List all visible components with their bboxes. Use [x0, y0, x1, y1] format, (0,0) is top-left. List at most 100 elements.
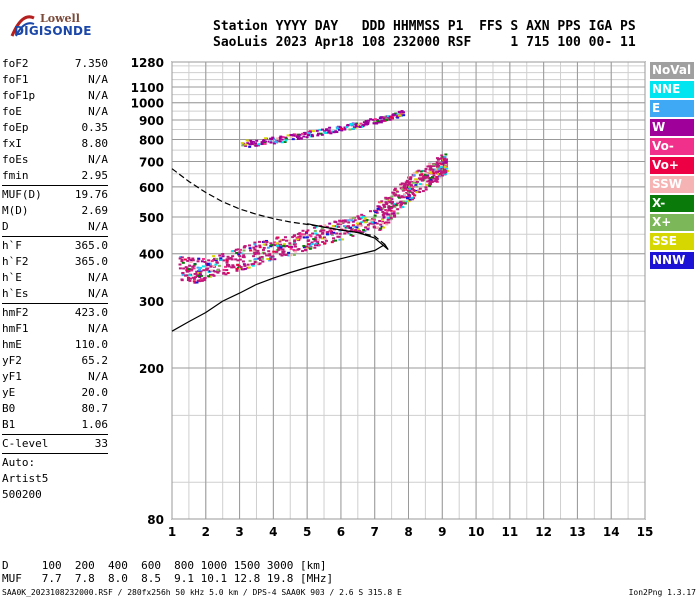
- echo-point: [392, 210, 396, 213]
- echo-point: [338, 232, 342, 235]
- echo-point: [322, 229, 326, 232]
- echo-point: [380, 221, 384, 224]
- echo-point: [360, 221, 364, 224]
- clevel-value: 33: [94, 437, 108, 450]
- echo-point: [194, 276, 198, 279]
- echo-point: [246, 142, 250, 145]
- echo-point: [316, 242, 320, 245]
- echo-point: [280, 141, 284, 144]
- echo-point: [200, 260, 204, 263]
- echo-point: [396, 208, 400, 211]
- header-line1: Station YYYY DAY DDD HHMMSS P1 FFS S AXN…: [213, 19, 636, 34]
- echo-point: [412, 174, 416, 177]
- echo-point: [212, 265, 216, 268]
- lowell-logo-mark-icon: [10, 15, 35, 37]
- y-tick-label: 700: [139, 155, 164, 169]
- echo-point: [225, 264, 229, 267]
- echo-point: [341, 219, 345, 222]
- echo-point: [283, 236, 287, 239]
- echo-point: [180, 260, 184, 263]
- echo-point: [213, 270, 217, 273]
- echo-point: [362, 229, 366, 232]
- echo-point: [366, 121, 370, 124]
- echo-point: [181, 271, 185, 274]
- echo-point: [296, 133, 300, 136]
- echo-point: [222, 268, 226, 271]
- echo-point: [390, 202, 394, 205]
- echo-point: [384, 198, 388, 201]
- echo-point: [339, 220, 343, 223]
- echo-point: [414, 184, 418, 187]
- echo-point: [274, 140, 278, 143]
- echo-point: [307, 239, 311, 242]
- echo-point: [366, 228, 370, 231]
- echo-point: [293, 240, 297, 243]
- echo-point: [281, 248, 285, 251]
- y-tick-label: 300: [139, 295, 164, 309]
- echo-point: [415, 191, 419, 194]
- echo-point: [373, 209, 377, 212]
- echo-point: [208, 262, 212, 265]
- echo-point: [378, 219, 382, 222]
- echo-point: [312, 226, 316, 229]
- echo-point: [334, 239, 338, 242]
- echo-point: [439, 166, 443, 169]
- echo-point: [350, 219, 354, 222]
- echo-point: [343, 232, 347, 235]
- x-tick-label: 4: [269, 525, 277, 539]
- echo-point: [445, 167, 449, 170]
- echo-point: [195, 270, 199, 273]
- echo-point: [427, 162, 431, 165]
- echo-point: [389, 196, 393, 199]
- echo-point: [203, 279, 207, 282]
- param-label: h`F2: [2, 255, 29, 268]
- file-info-footer: SAA0K_2023108232000.RSF / 280fx256h 50 k…: [2, 588, 402, 597]
- echo-point: [255, 251, 259, 254]
- echo-point: [236, 248, 240, 251]
- param-divider: [2, 434, 108, 435]
- echo-point: [234, 248, 238, 251]
- clevel-row: C-level 33: [2, 436, 108, 452]
- echo-point: [344, 226, 348, 229]
- param-label: yF1: [2, 370, 22, 383]
- echo-point: [432, 164, 436, 167]
- echo-point: [249, 143, 253, 146]
- echo-point: [432, 174, 436, 177]
- echo-point: [206, 262, 210, 265]
- echo-point: [314, 238, 318, 241]
- y-tick-label: 800: [139, 133, 164, 147]
- echo-point: [381, 116, 385, 119]
- echo-point: [319, 230, 323, 233]
- echo-point: [423, 173, 427, 176]
- echo-point: [318, 236, 322, 239]
- echo-point: [315, 233, 319, 236]
- echo-point: [346, 225, 350, 228]
- echo-point: [372, 216, 376, 219]
- echo-point: [358, 222, 362, 225]
- x-tick-label: 11: [502, 525, 519, 539]
- echo-point: [329, 132, 333, 135]
- echo-point: [251, 140, 255, 143]
- echo-point: [432, 172, 436, 175]
- echo-point: [254, 142, 258, 145]
- echo-point: [270, 244, 274, 247]
- echo-point: [310, 133, 314, 136]
- echo-point: [273, 244, 277, 247]
- echo-point: [288, 243, 292, 246]
- echo-point: [408, 198, 412, 201]
- echo-point: [362, 219, 366, 222]
- echo-point: [229, 257, 233, 260]
- x-tick-label: 7: [371, 525, 379, 539]
- param-value: 1.06: [81, 418, 109, 431]
- echo-point: [363, 230, 367, 233]
- echo-point: [435, 180, 439, 183]
- echo-point: [443, 156, 447, 159]
- x-tick-label: 12: [535, 525, 552, 539]
- echo-point: [235, 267, 239, 270]
- echo-point: [195, 272, 199, 275]
- echo-point: [216, 271, 220, 274]
- echo-point: [415, 185, 419, 188]
- param-row: foE N/A: [2, 104, 108, 120]
- echo-point: [178, 257, 182, 260]
- echo-point: [415, 189, 419, 192]
